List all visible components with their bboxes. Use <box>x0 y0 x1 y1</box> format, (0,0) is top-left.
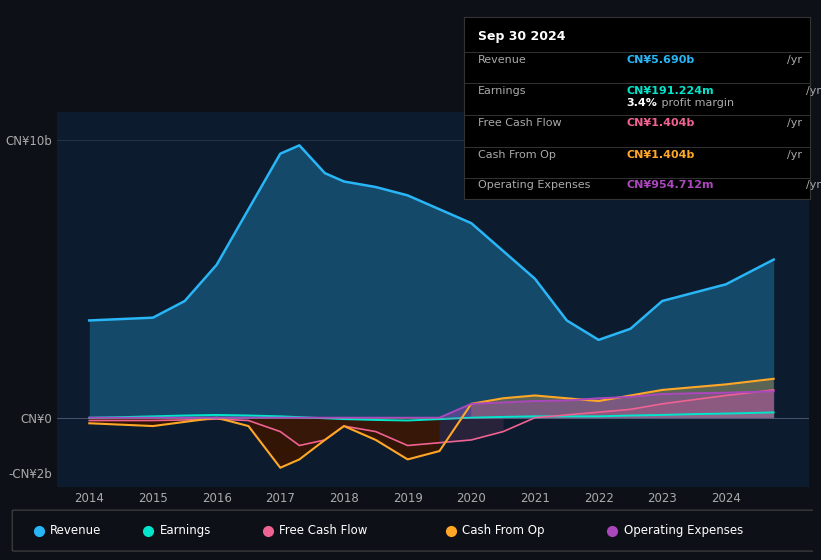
Text: Free Cash Flow: Free Cash Flow <box>279 524 368 537</box>
Text: Cash From Op: Cash From Op <box>478 150 556 160</box>
Text: Earnings: Earnings <box>478 86 526 96</box>
Text: CN¥1.404b: CN¥1.404b <box>626 118 695 128</box>
Text: 3.4%: 3.4% <box>626 98 658 108</box>
Text: /yr: /yr <box>787 118 802 128</box>
Text: Revenue: Revenue <box>50 524 102 537</box>
Text: CN¥954.712m: CN¥954.712m <box>626 180 714 190</box>
Text: CN¥191.224m: CN¥191.224m <box>626 86 714 96</box>
Text: /yr: /yr <box>787 55 802 66</box>
Text: profit margin: profit margin <box>658 98 734 108</box>
Text: /yr: /yr <box>787 150 802 160</box>
Text: Revenue: Revenue <box>478 55 526 66</box>
Text: Cash From Op: Cash From Op <box>462 524 544 537</box>
Text: Sep 30 2024: Sep 30 2024 <box>478 30 565 43</box>
Text: Operating Expenses: Operating Expenses <box>624 524 743 537</box>
Text: CN¥5.690b: CN¥5.690b <box>626 55 695 66</box>
Text: /yr: /yr <box>806 86 821 96</box>
Text: Earnings: Earnings <box>159 524 211 537</box>
Text: Free Cash Flow: Free Cash Flow <box>478 118 562 128</box>
Text: Operating Expenses: Operating Expenses <box>478 180 590 190</box>
Text: CN¥1.404b: CN¥1.404b <box>626 150 695 160</box>
Text: /yr: /yr <box>806 180 821 190</box>
